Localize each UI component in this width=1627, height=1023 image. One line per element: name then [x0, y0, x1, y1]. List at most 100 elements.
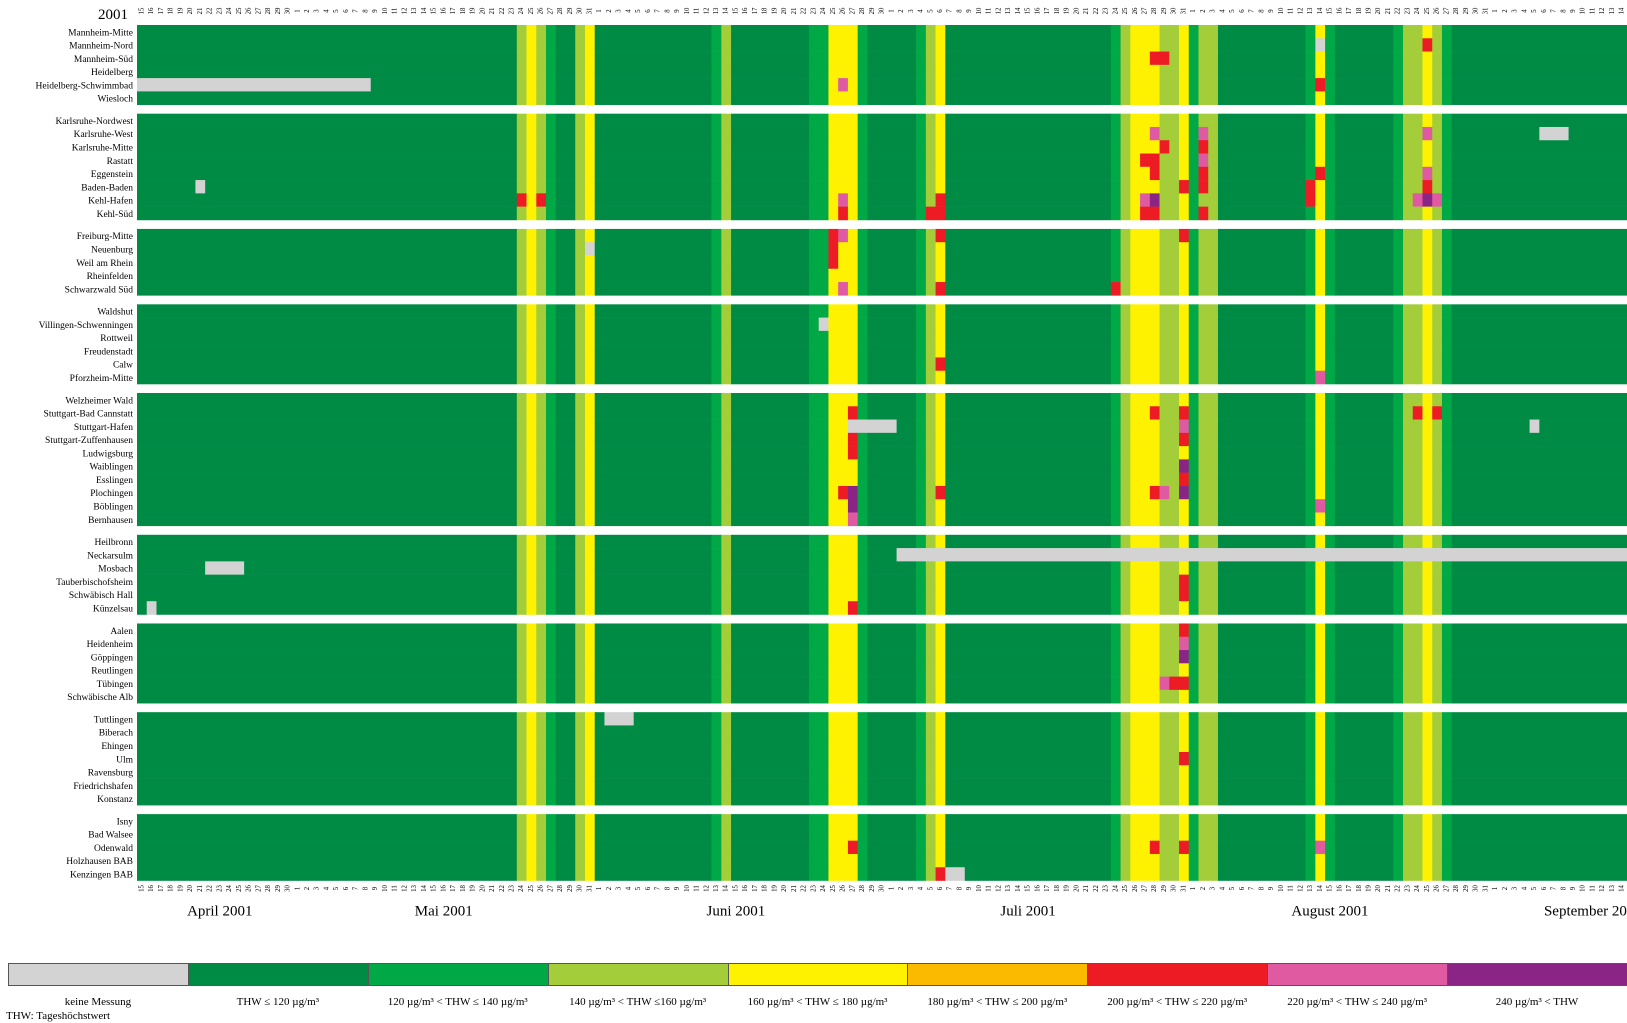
- heatmap-cell: [1325, 650, 1336, 664]
- heatmap-cell: [867, 512, 917, 527]
- day-tick-label-top: 26: [246, 7, 253, 14]
- station-label: Aalen: [110, 627, 133, 637]
- heatmap-cell: [1325, 180, 1336, 194]
- heatmap-cell: [1130, 166, 1151, 181]
- heatmap-cell: [1393, 650, 1404, 664]
- heatmap-cell: [1451, 228, 1627, 243]
- heatmap-cell: [916, 623, 927, 638]
- heatmap-cell: [1159, 268, 1180, 283]
- heatmap-cell: [1393, 512, 1404, 527]
- heatmap-cell: [828, 406, 849, 420]
- heatmap-cell: [1188, 676, 1199, 691]
- day-tick-label-top: 29: [567, 7, 574, 14]
- day-tick-label-top: 22: [1395, 7, 1402, 14]
- day-tick-label-top: 18: [762, 7, 769, 14]
- heatmap-cell: [857, 51, 868, 66]
- heatmap-cell: [731, 623, 810, 638]
- heatmap-cell: [857, 499, 868, 513]
- heatmap-cell: [935, 166, 946, 181]
- heatmap-cell: [935, 51, 946, 66]
- heatmap-cell: [711, 317, 722, 332]
- heatmap-cell: [1198, 561, 1219, 575]
- heatmap-cell: [1149, 193, 1160, 207]
- day-tick-label-top: 5: [635, 9, 642, 13]
- heatmap-cell: [1315, 432, 1326, 447]
- heatmap-cell: [925, 406, 936, 420]
- heatmap-cell: [1198, 574, 1219, 589]
- heatmap-cell: [555, 282, 576, 296]
- heatmap-cell: [1432, 725, 1443, 740]
- heatmap-cell: [828, 357, 858, 372]
- day-tick-label-bottom: 22: [1093, 885, 1100, 892]
- heatmap-cell: [1325, 725, 1336, 740]
- heatmap-cell: [731, 867, 810, 881]
- heatmap-cell: [857, 153, 868, 168]
- heatmap-cell: [1305, 370, 1316, 385]
- day-tick-label-bottom: 21: [791, 885, 798, 892]
- heatmap-cell: [711, 406, 722, 420]
- heatmap-cell: [867, 38, 917, 52]
- heatmap-cell: [1451, 432, 1627, 447]
- heatmap-cell: [555, 534, 576, 549]
- heatmap-cell: [1422, 193, 1433, 207]
- heatmap-cell: [1441, 344, 1453, 358]
- heatmap-cell: [838, 228, 849, 243]
- heatmap-cell: [137, 587, 518, 602]
- heatmap-cell: [916, 485, 927, 500]
- heatmap-cell: [1325, 228, 1336, 243]
- heatmap-cell: [721, 25, 732, 39]
- heatmap-cell: [1198, 738, 1219, 753]
- heatmap-cell: [1110, 472, 1121, 487]
- station-label: Waiblingen: [89, 463, 133, 473]
- heatmap-cell: [1393, 778, 1404, 793]
- day-tick-label-bottom: 9: [966, 886, 973, 890]
- heatmap-cell: [828, 650, 858, 664]
- heatmap-cell: [857, 193, 868, 207]
- heatmap-cell: [1422, 840, 1433, 855]
- heatmap-cell: [867, 853, 917, 868]
- heatmap-cell: [1334, 64, 1394, 79]
- day-tick-label-top: 3: [908, 9, 915, 13]
- heatmap-cell: [1188, 393, 1199, 407]
- heatmap-cell: [1198, 91, 1219, 105]
- heatmap-cell: [945, 459, 1112, 473]
- heatmap-cell: [721, 827, 732, 841]
- heatmap-cell: [1217, 242, 1306, 256]
- heatmap-cell: [1432, 689, 1443, 704]
- heatmap-cell: [925, 814, 936, 828]
- heatmap-cell: [536, 393, 547, 407]
- heatmap-cell: [935, 446, 946, 460]
- heatmap-cell: [1393, 472, 1404, 487]
- heatmap-cell: [857, 561, 868, 575]
- day-tick-label-top: 25: [1424, 7, 1431, 14]
- heatmap-cell: [1130, 344, 1160, 358]
- heatmap-cell: [857, 317, 868, 332]
- heatmap-cell: [1120, 255, 1131, 270]
- heatmap-cell: [1188, 636, 1199, 651]
- heatmap-cell: [945, 485, 1112, 500]
- heatmap-cell: [584, 512, 596, 527]
- heatmap-cell: [808, 357, 829, 372]
- heatmap-cell: [575, 330, 586, 345]
- heatmap-cell: [1334, 712, 1394, 726]
- day-tick-label-top: 18: [168, 7, 175, 14]
- heatmap-cell: [935, 64, 946, 79]
- day-tick-label-bottom: 10: [1580, 885, 1587, 892]
- month-label: April 2001: [187, 904, 252, 920]
- heatmap-cell: [1159, 357, 1180, 372]
- day-tick-label-bottom: 5: [927, 886, 934, 890]
- heatmap-cell: [555, 38, 576, 52]
- heatmap-cell: [721, 153, 732, 168]
- heatmap-cell: [808, 587, 829, 602]
- heatmap-cell: [536, 25, 547, 39]
- heatmap-cell: [1217, 827, 1306, 841]
- heatmap-cell: [1130, 712, 1160, 726]
- heatmap-cell: [935, 180, 946, 194]
- heatmap-cell: [916, 534, 927, 549]
- heatmap-cell: [1315, 534, 1326, 549]
- day-tick-label-bottom: 19: [1365, 885, 1372, 892]
- heatmap-cell: [526, 499, 537, 513]
- heatmap-cell: [1198, 765, 1219, 779]
- heatmap-cell: [925, 268, 936, 283]
- heatmap-cell: [1422, 725, 1433, 740]
